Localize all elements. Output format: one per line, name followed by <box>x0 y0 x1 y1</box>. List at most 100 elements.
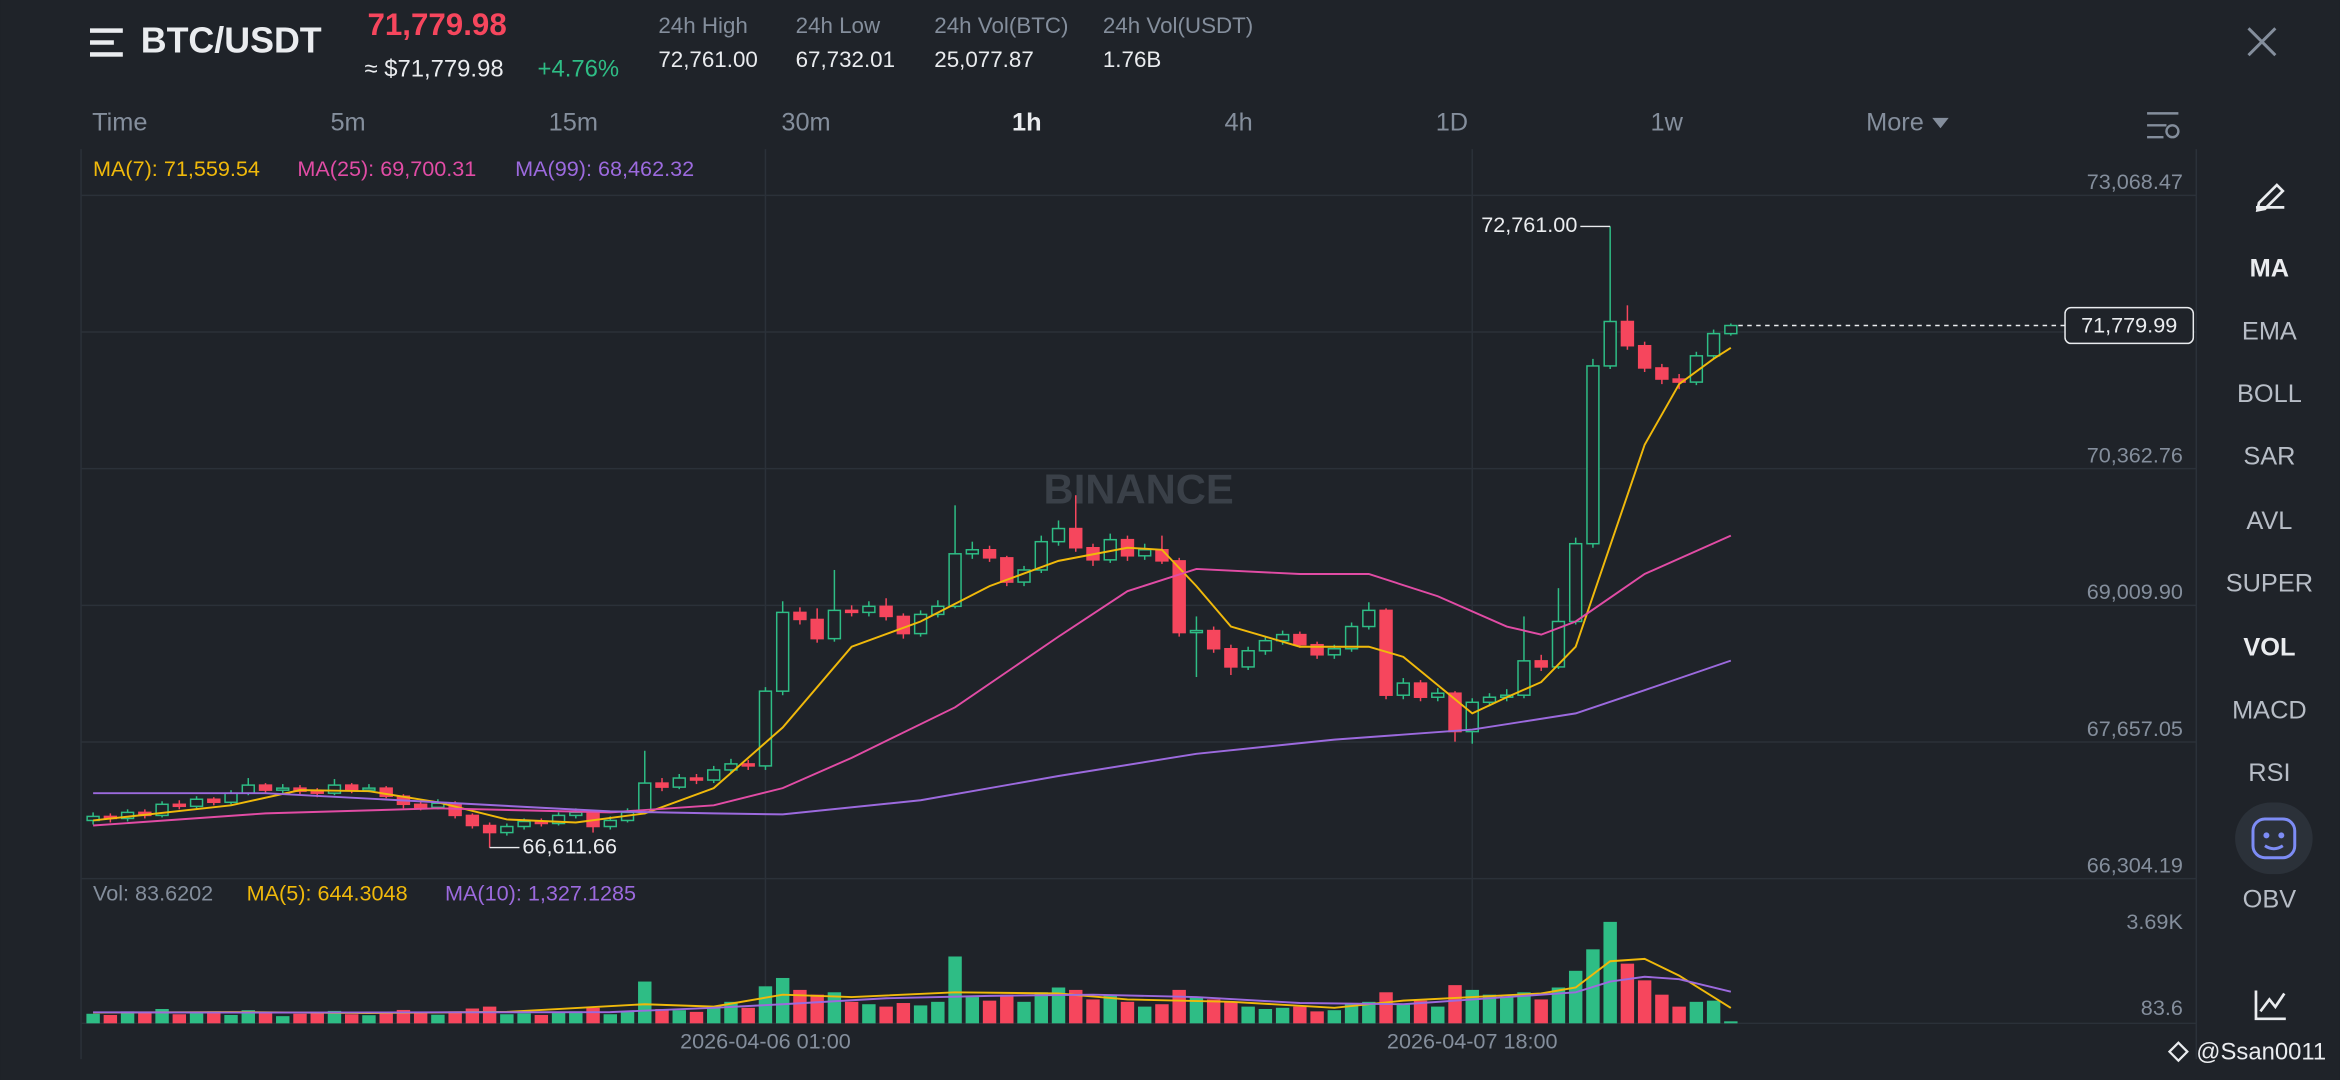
candle-body <box>155 803 169 817</box>
candle-body <box>1603 320 1617 367</box>
timeframe-tab[interactable]: Time <box>92 109 147 137</box>
candle-body <box>362 787 376 791</box>
candle-body <box>707 769 721 781</box>
volume-bar <box>775 977 790 1024</box>
price-fiat: ≈ $71,779.98 <box>364 55 503 82</box>
y-tick-label: 70,362.76 <box>2087 442 2183 467</box>
stat-value: 1.76B <box>1103 47 1161 72</box>
last-price-label: 71,779.99 <box>2081 313 2177 338</box>
y-tick-label: 73,068.47 <box>2087 169 2183 194</box>
volume-bar <box>1310 1011 1324 1024</box>
volume-bar <box>1051 987 1066 1024</box>
volume-bar <box>413 1011 428 1024</box>
candle-body <box>224 792 238 804</box>
candle-body <box>172 803 187 808</box>
volume-bar <box>827 992 842 1024</box>
volume-bar <box>638 981 652 1024</box>
footer-watermark: @Ssan0011 <box>2196 1038 2326 1065</box>
candle-body <box>241 784 255 794</box>
stat-value: 67,732.01 <box>796 47 895 72</box>
timeframe-tab[interactable]: 1w <box>1651 109 1684 137</box>
volume-bar <box>879 1006 893 1024</box>
candle-body <box>1327 648 1342 656</box>
close-button[interactable] <box>2247 27 2277 57</box>
indicator-button[interactable]: RSI <box>2248 759 2290 787</box>
candle-body <box>1517 660 1531 696</box>
candle-body <box>1465 701 1479 733</box>
volume-bar <box>86 1013 100 1024</box>
candle-body <box>1051 527 1066 543</box>
indicator-button[interactable]: BOLL <box>2237 380 2302 408</box>
settings-icon[interactable] <box>2147 112 2180 139</box>
candle-body <box>413 803 428 809</box>
candle-body <box>1224 648 1238 668</box>
indicator-button[interactable]: SUPER <box>2226 569 2313 597</box>
ai-assistant[interactable] <box>2235 802 2313 875</box>
volume-bar <box>1706 1000 1721 1024</box>
timeframe-tab[interactable]: 5m <box>330 109 365 137</box>
candle-body <box>982 549 997 559</box>
icon-stroke <box>2165 124 2180 139</box>
ma-line <box>93 957 1732 1015</box>
candle-body <box>310 790 324 794</box>
timeframe-tab[interactable]: 4h <box>1225 109 1253 137</box>
menu-bar <box>90 40 114 45</box>
indicator-button[interactable]: VOL <box>2243 634 2295 662</box>
pair[interactable]: BTC/USDT <box>141 21 322 61</box>
candle-body <box>741 763 755 767</box>
volume-bar <box>551 1012 566 1024</box>
volume-bar <box>517 1013 531 1024</box>
candle-body <box>207 798 221 804</box>
volume-bar <box>1517 992 1531 1024</box>
volume-bar <box>534 1014 549 1024</box>
candle-body <box>1069 527 1083 549</box>
draw-tool[interactable] <box>2255 183 2285 213</box>
candle-body <box>689 777 704 781</box>
volume-bar <box>844 1001 859 1024</box>
timeframe-tab[interactable]: 15m <box>549 109 598 137</box>
indicator-button[interactable]: MA <box>2250 255 2289 283</box>
ai-eye <box>2278 832 2285 839</box>
ai-eye <box>2263 832 2270 839</box>
timeframe-tab[interactable]: 1D <box>1436 109 1468 137</box>
volume-bar <box>1534 999 1548 1024</box>
volume-bar <box>1379 992 1393 1024</box>
candle-body <box>827 609 842 640</box>
indicator-button[interactable]: OBV <box>2243 886 2297 914</box>
indicator-button[interactable]: SAR <box>2243 443 2295 471</box>
timeframe-tab[interactable]: More <box>1866 109 1924 137</box>
indicator-button[interactable]: EMA <box>2242 317 2297 345</box>
candle-body <box>1482 696 1497 704</box>
timeframe-tab[interactable]: 1h <box>1012 109 1042 137</box>
legend-entry: MA(7): 71,559.54 <box>93 156 260 181</box>
volume-bar <box>1069 989 1083 1024</box>
candle-body <box>276 787 290 791</box>
volume-bar <box>448 1011 462 1024</box>
candle-body <box>775 611 790 692</box>
candle-body <box>603 819 618 828</box>
candle-body <box>1413 682 1428 698</box>
menu-icon[interactable] <box>90 28 123 57</box>
indicator-button[interactable]: AVL <box>2246 507 2292 535</box>
volume-bar <box>1241 1006 1255 1024</box>
candle-body <box>1206 629 1221 650</box>
candle-body <box>948 553 962 608</box>
candle-body <box>482 824 497 834</box>
plot: 66,304.19 67,657.05 69,009.90 70,362.76 71,7… <box>81 149 2197 1053</box>
last-price-box <box>2064 306 2195 345</box>
timeframe-tab[interactable]: 30m <box>781 109 830 137</box>
volume-bar <box>431 1014 445 1024</box>
indicator-button[interactable]: MACD <box>2232 696 2307 724</box>
volume-bar <box>1396 1004 1411 1024</box>
candle-body <box>862 605 876 614</box>
candle-body <box>1655 367 1669 380</box>
volume-bar <box>1137 1006 1152 1024</box>
volume-bar <box>1275 1007 1290 1024</box>
x-tick-label: 2026-04-07 18:00 <box>1387 1028 1558 1053</box>
candle-body <box>258 784 273 791</box>
chart-type-button[interactable] <box>2254 990 2286 1021</box>
price: 71,779.98 <box>367 7 506 42</box>
volume-bar <box>655 1008 669 1024</box>
legend-entry: MA(10): 1,327.1285 <box>445 881 636 906</box>
stat-label: 24h Vol(USDT) <box>1103 13 1253 38</box>
